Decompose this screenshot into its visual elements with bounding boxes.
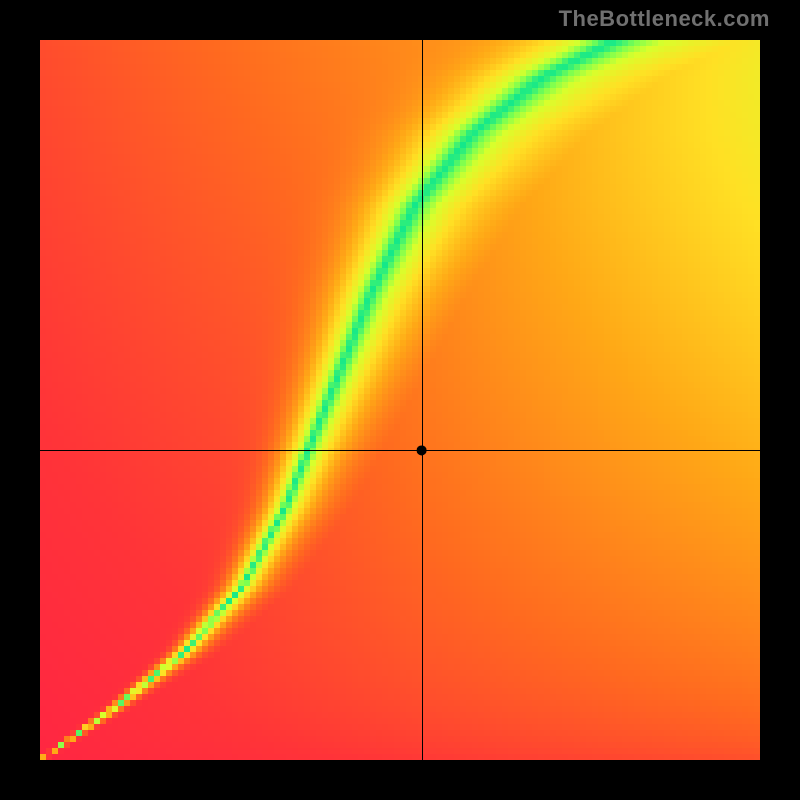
heatmap-canvas bbox=[40, 40, 760, 760]
chart-container: TheBottleneck.com bbox=[0, 0, 800, 800]
heatmap-plot bbox=[40, 40, 760, 760]
watermark-text: TheBottleneck.com bbox=[559, 6, 770, 32]
